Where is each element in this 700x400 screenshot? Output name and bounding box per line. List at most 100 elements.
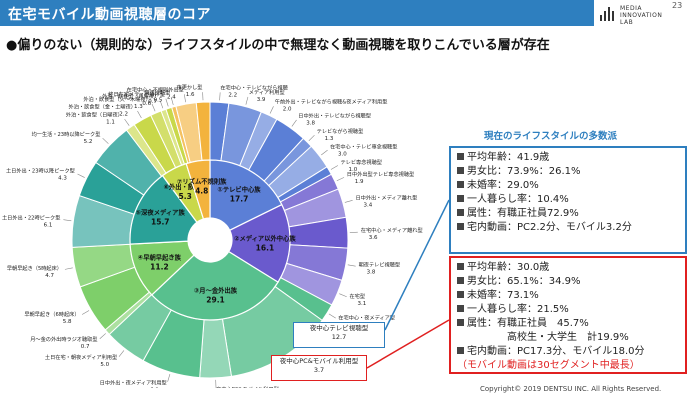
- outer-segment-label: 夜更かし型: [177, 83, 203, 91]
- outer-segment-value: 1.9: [355, 179, 364, 185]
- outer-segment-label: 在宅中心・テレビ専念視聴型: [330, 142, 397, 150]
- outer-segment-label: 土日外出・23時以降ピーク型: [6, 167, 75, 175]
- profile-line: 未婚率：73.1%: [457, 289, 679, 303]
- outer-segment-value: 0.6: [142, 101, 151, 107]
- leader-line: [159, 100, 164, 109]
- outer-segment-value: 1.3: [325, 136, 334, 142]
- page-title: 在宅モバイル動画視聴層のコア: [8, 7, 211, 23]
- outer-segment-label: 在宅中心・夜メディア型: [338, 314, 395, 322]
- profile-line: 宅内動画：PC2.2分、モバイル3.2分: [457, 221, 679, 235]
- leader-line: [339, 293, 347, 298]
- outer-segment-value: 3.8: [306, 121, 315, 127]
- leader-line: [124, 118, 130, 126]
- outer-segment-label: メディア利用型: [249, 88, 285, 96]
- highlight-tag-night-tv: 夜中心テレビ視聴型 12.7: [293, 322, 385, 348]
- leader-line: [291, 119, 297, 127]
- outer-segment-label: 朝夜逆転型: [144, 88, 170, 96]
- center-hole: [188, 218, 232, 262]
- leader-line: [63, 219, 72, 222]
- outer-segment-value: 2.0: [283, 107, 292, 113]
- profile-line: 未婚率：29.0%: [457, 179, 679, 193]
- logo-text: MEDIA INNOVATION LAB: [620, 5, 663, 26]
- outer-segment-value: 2.2: [228, 92, 237, 98]
- outer-segment-value: 0.7: [148, 99, 157, 105]
- outer-segment-value: 3.9: [257, 97, 266, 103]
- leader-line: [321, 149, 328, 156]
- outer-segment-value: 2.2: [119, 111, 128, 117]
- outer-segment-label: 外泊・飲食型（火～木曜夜）: [83, 95, 150, 103]
- outer-segment-value: 1.6: [186, 92, 195, 98]
- inner-segment-label: ⑥外出・飲食族: [164, 182, 208, 191]
- leader-line: [118, 350, 125, 357]
- media-innovation-lab-logo: MEDIA INNOVATION LAB: [600, 3, 700, 26]
- profile-line: 一人暮らし率：21.5%: [457, 303, 679, 317]
- outer-segment-label: 日中外出型テレビ専念視聴型: [347, 170, 414, 178]
- outer-segment-value: 4.3: [58, 176, 67, 182]
- outer-segment-value: 1.0: [348, 167, 357, 173]
- outer-segment-value: 1.1: [106, 120, 115, 126]
- inner-segment-label: ⑤深夜メディア族: [136, 207, 186, 216]
- leader-line: [347, 264, 356, 267]
- profile-line: 属性：有職正社員 45.7%: [457, 317, 679, 331]
- outer-segment-label: 午前外出・テレビながら視聴&夜メディア利用型: [275, 98, 388, 106]
- outer-segment-value: 3.4: [363, 202, 372, 208]
- copyright: Copyright© 2019 DENTSU INC. All Rights R…: [480, 385, 662, 393]
- leader-line: [328, 313, 336, 319]
- headline: ●偏りのない（規則的な）ライフスタイルの中で無理なく動画視聴を取りこんでいる層が…: [6, 38, 550, 53]
- mobile-note: （モバイル動画は30セグメント中最長）: [457, 360, 640, 371]
- profile-line: 男女比：65.1%：34.9%: [457, 275, 679, 289]
- leader-line: [81, 310, 90, 315]
- outer-segment-label: 均一生活・23時以降ピーク型: [32, 130, 101, 138]
- leader-line: [269, 106, 274, 114]
- inner-segment-value: 4.8: [195, 187, 208, 196]
- outer-segment-label: 外泊・飲食型（日曜夜）: [66, 111, 123, 119]
- outer-segment-label: テレビ専念視聴型: [340, 158, 382, 166]
- profile-line: 属性：有職正社員72.9%: [457, 207, 679, 221]
- inner-segment-label: ②メディア以外中心族: [234, 234, 296, 243]
- leader-line: [102, 137, 109, 144]
- inner-segment-value: 5.3: [179, 192, 192, 201]
- leader-line: [330, 165, 339, 170]
- outer-segment-label: 夜中心PC&モバイル利用型: [216, 385, 279, 388]
- leader-line: [245, 96, 249, 105]
- header: 在宅モバイル動画視聴層のコア MEDIA INNOVATION LAB 23: [0, 0, 700, 26]
- outer-segment-label: 日中外出・テレビながら視聴型: [298, 112, 371, 120]
- outer-segment-label: 土日外出・22時ピーク型: [2, 213, 60, 221]
- profile-line: 男女比：73.9%：26.1%: [457, 165, 679, 179]
- outer-segment-label: 月～金の外出時ラジオ聴取型: [30, 335, 97, 343]
- profile-line-indent: 高校生・大学生 計19.9%: [507, 332, 629, 343]
- leader-line: [151, 103, 156, 112]
- outer-segment-value: 3.8: [367, 270, 376, 276]
- leader-line: [137, 110, 142, 119]
- inner-segment-value: 11.2: [150, 263, 169, 272]
- outer-segment-value: 4.7: [45, 273, 54, 279]
- leader-line: [99, 333, 106, 340]
- box-title: 現在のライフスタイルの多数派: [484, 131, 618, 142]
- outer-segment-label: 在宅中心・メディア離れ型: [361, 226, 423, 234]
- outer-segment-label: 早朝早起き（5時起床）: [7, 264, 62, 272]
- profile-line: 平均年齢：30.0歳: [457, 261, 679, 275]
- outer-segment-label: 外泊・飲食型（金・土曜夜）: [69, 102, 136, 110]
- outer-segment-value: 0.7: [81, 344, 90, 350]
- leader-line: [77, 173, 85, 178]
- profile-line: 平均年齢：41.9歳: [457, 151, 679, 165]
- outer-segment-value: 3.6: [369, 235, 378, 241]
- highlight-tag-night-pc-mobile: 夜中心PC&モバイル利用型 3.7: [271, 355, 367, 381]
- outer-segment-value: 1.3: [134, 104, 143, 110]
- inner-segment-label: ④早朝早起き族: [138, 253, 182, 262]
- outer-segment-value: 5.8: [63, 319, 72, 325]
- inner-segment-value: 17.7: [230, 194, 249, 203]
- inner-segment-value: 16.1: [256, 244, 275, 253]
- leader-line: [64, 267, 73, 270]
- inner-segment-label: ①テレビ中心族: [217, 184, 261, 193]
- leader-line: [183, 94, 186, 103]
- outer-segment-label: 外泊・飲食型（月曜夜）: [102, 92, 159, 100]
- leader-line: [308, 134, 315, 142]
- outer-segment-label: 在宅型: [349, 292, 365, 300]
- title-bar: 在宅モバイル動画視聴層のコア: [0, 0, 594, 26]
- outer-segment-value: 5.2: [84, 139, 93, 145]
- leader-line: [344, 199, 353, 203]
- outer-segment-label: 終日在宅メディア漬け型: [108, 90, 165, 98]
